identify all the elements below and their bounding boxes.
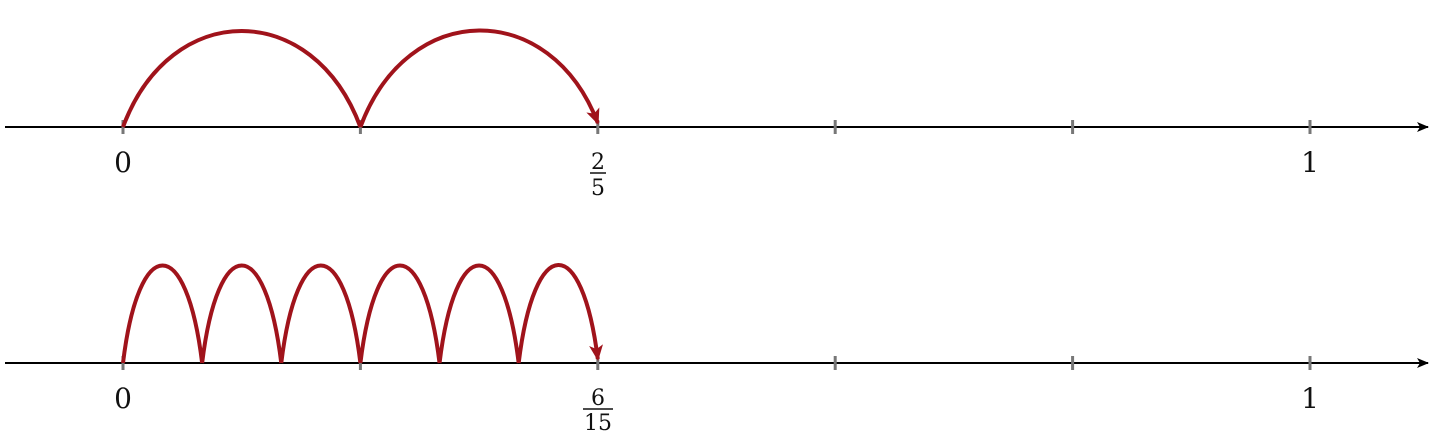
- label-start: 0: [114, 146, 132, 179]
- jump-arcs: [121, 28, 598, 127]
- label-end: 1: [1301, 382, 1319, 415]
- label-marked-fraction: 6 15: [583, 386, 613, 436]
- fraction-numerator: 2: [591, 150, 605, 175]
- jump-arcs: [121, 263, 598, 363]
- label-start: 0: [114, 382, 132, 415]
- fraction-denominator: 5: [591, 176, 605, 201]
- number-line-top: 0 2 5 1: [5, 28, 1429, 201]
- fraction-numerator: 6: [591, 386, 605, 411]
- number-line-bottom: 0 6 15 1: [5, 263, 1429, 436]
- label-end: 1: [1301, 146, 1319, 179]
- fraction-denominator: 15: [584, 411, 612, 436]
- label-marked-fraction: 2 5: [590, 150, 606, 201]
